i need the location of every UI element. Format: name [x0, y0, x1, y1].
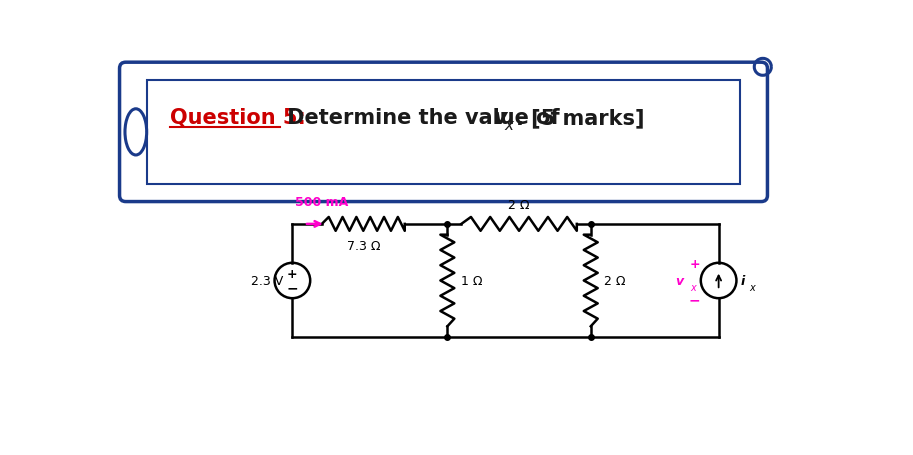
Text: v: v [494, 108, 508, 127]
Text: . [5 marks]: . [5 marks] [517, 108, 645, 127]
Text: x: x [750, 282, 755, 292]
Text: x: x [690, 282, 696, 292]
Text: 500 mA: 500 mA [295, 196, 348, 209]
Text: x: x [505, 118, 514, 133]
Text: 2 Ω: 2 Ω [603, 274, 625, 288]
Text: −: − [688, 292, 700, 306]
FancyBboxPatch shape [120, 63, 768, 202]
Text: +: + [287, 268, 298, 280]
Text: +: + [689, 258, 700, 270]
Text: 2.3 V: 2.3 V [251, 274, 283, 288]
Text: 1 Ω: 1 Ω [460, 274, 482, 288]
Text: Question 5:: Question 5: [170, 108, 306, 127]
Text: v: v [676, 274, 684, 288]
Text: −: − [287, 281, 299, 295]
FancyBboxPatch shape [148, 81, 740, 184]
Text: 2 Ω: 2 Ω [509, 198, 530, 211]
Text: 7.3 Ω: 7.3 Ω [347, 239, 380, 252]
Text: i: i [741, 274, 745, 288]
Text: Determine the value of: Determine the value of [280, 108, 567, 127]
